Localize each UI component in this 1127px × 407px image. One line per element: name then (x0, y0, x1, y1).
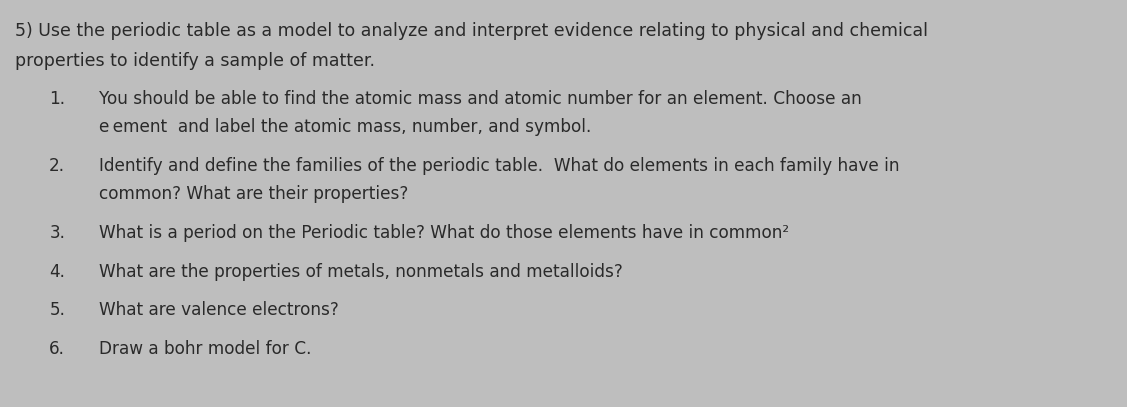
Text: What are valence electrons?: What are valence electrons? (99, 301, 339, 319)
Text: You should be able to find the atomic mass and atomic number for an element. Cho: You should be able to find the atomic ma… (99, 90, 862, 107)
Text: 2.: 2. (50, 157, 65, 175)
Text: Identify and define the families of the periodic table.  What do elements in eac: Identify and define the families of the … (99, 157, 899, 175)
Text: Draw a bohr model for C.: Draw a bohr model for C. (99, 340, 312, 358)
Text: 5) Use the periodic table as a model to analyze and interpret evidence relating : 5) Use the periodic table as a model to … (15, 22, 928, 40)
Text: 1.: 1. (50, 90, 65, 107)
Text: 5.: 5. (50, 301, 65, 319)
Text: common? What are their properties?: common? What are their properties? (99, 185, 408, 203)
Text: 4.: 4. (50, 263, 65, 280)
Text: 6.: 6. (50, 340, 65, 358)
Text: What is a period on the Periodic table? What do those elements have in common²: What is a period on the Periodic table? … (99, 224, 789, 242)
Text: 3.: 3. (50, 224, 65, 242)
Text: e ement  and label the atomic mass, number, and symbol.: e ement and label the atomic mass, numbe… (99, 118, 592, 136)
Text: What are the properties of metals, nonmetals and metalloids?: What are the properties of metals, nonme… (99, 263, 623, 280)
Text: properties to identify a sample of matter.: properties to identify a sample of matte… (15, 52, 374, 70)
